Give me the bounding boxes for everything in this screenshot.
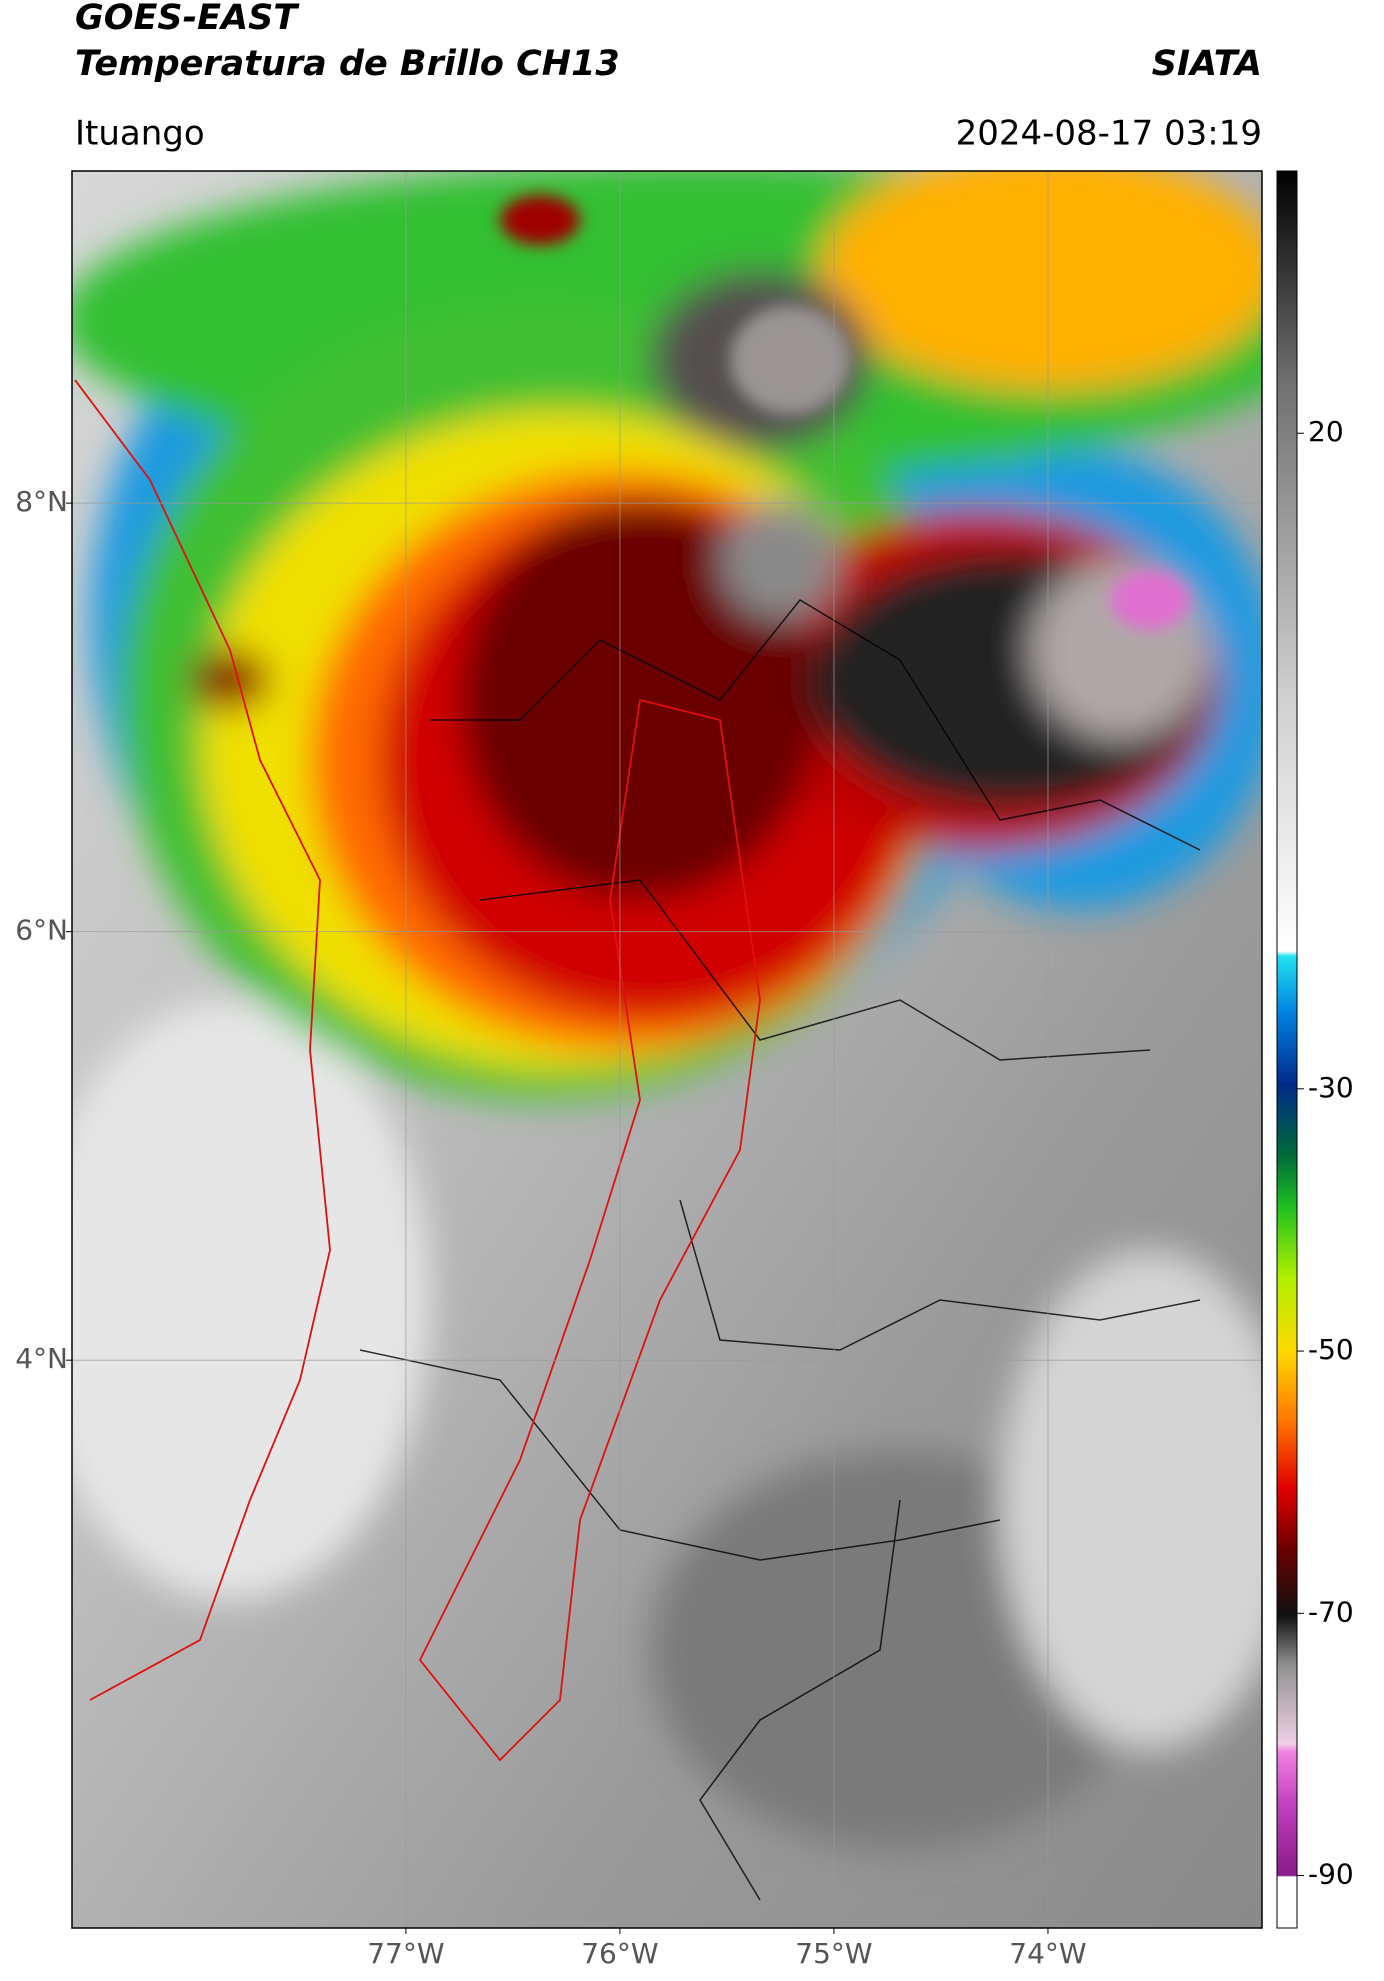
y-tick-label: 8°N bbox=[15, 485, 68, 518]
x-tick-label: 74°W bbox=[1009, 1937, 1086, 1970]
map-frame bbox=[71, 170, 1263, 1929]
datetime: 2024-08-17 03:19 bbox=[956, 114, 1262, 154]
y-tick-label: 4°N bbox=[15, 1342, 68, 1375]
colorbar bbox=[1276, 170, 1298, 1929]
satellite-image bbox=[72, 171, 1262, 1928]
x-tick-label: 77°W bbox=[367, 1937, 444, 1970]
title: GOES-EAST bbox=[75, 0, 300, 38]
location: Ituango bbox=[75, 114, 205, 154]
subtitle: Temperatura de Brillo CH13 bbox=[75, 44, 620, 84]
source: SIATA bbox=[1152, 44, 1262, 84]
colorbar-tick-label: 20 bbox=[1308, 415, 1344, 448]
graticule bbox=[72, 171, 1262, 1928]
colorbar-tick-label: -90 bbox=[1308, 1858, 1354, 1891]
colorbar-tick-label: -50 bbox=[1308, 1333, 1354, 1366]
x-tick-label: 75°W bbox=[795, 1937, 872, 1970]
colorbar-tick-label: -70 bbox=[1308, 1595, 1354, 1628]
x-tick-label: 76°W bbox=[581, 1937, 658, 1970]
colorbar-tick-label: -30 bbox=[1308, 1071, 1354, 1104]
y-tick-label: 6°N bbox=[15, 914, 68, 947]
